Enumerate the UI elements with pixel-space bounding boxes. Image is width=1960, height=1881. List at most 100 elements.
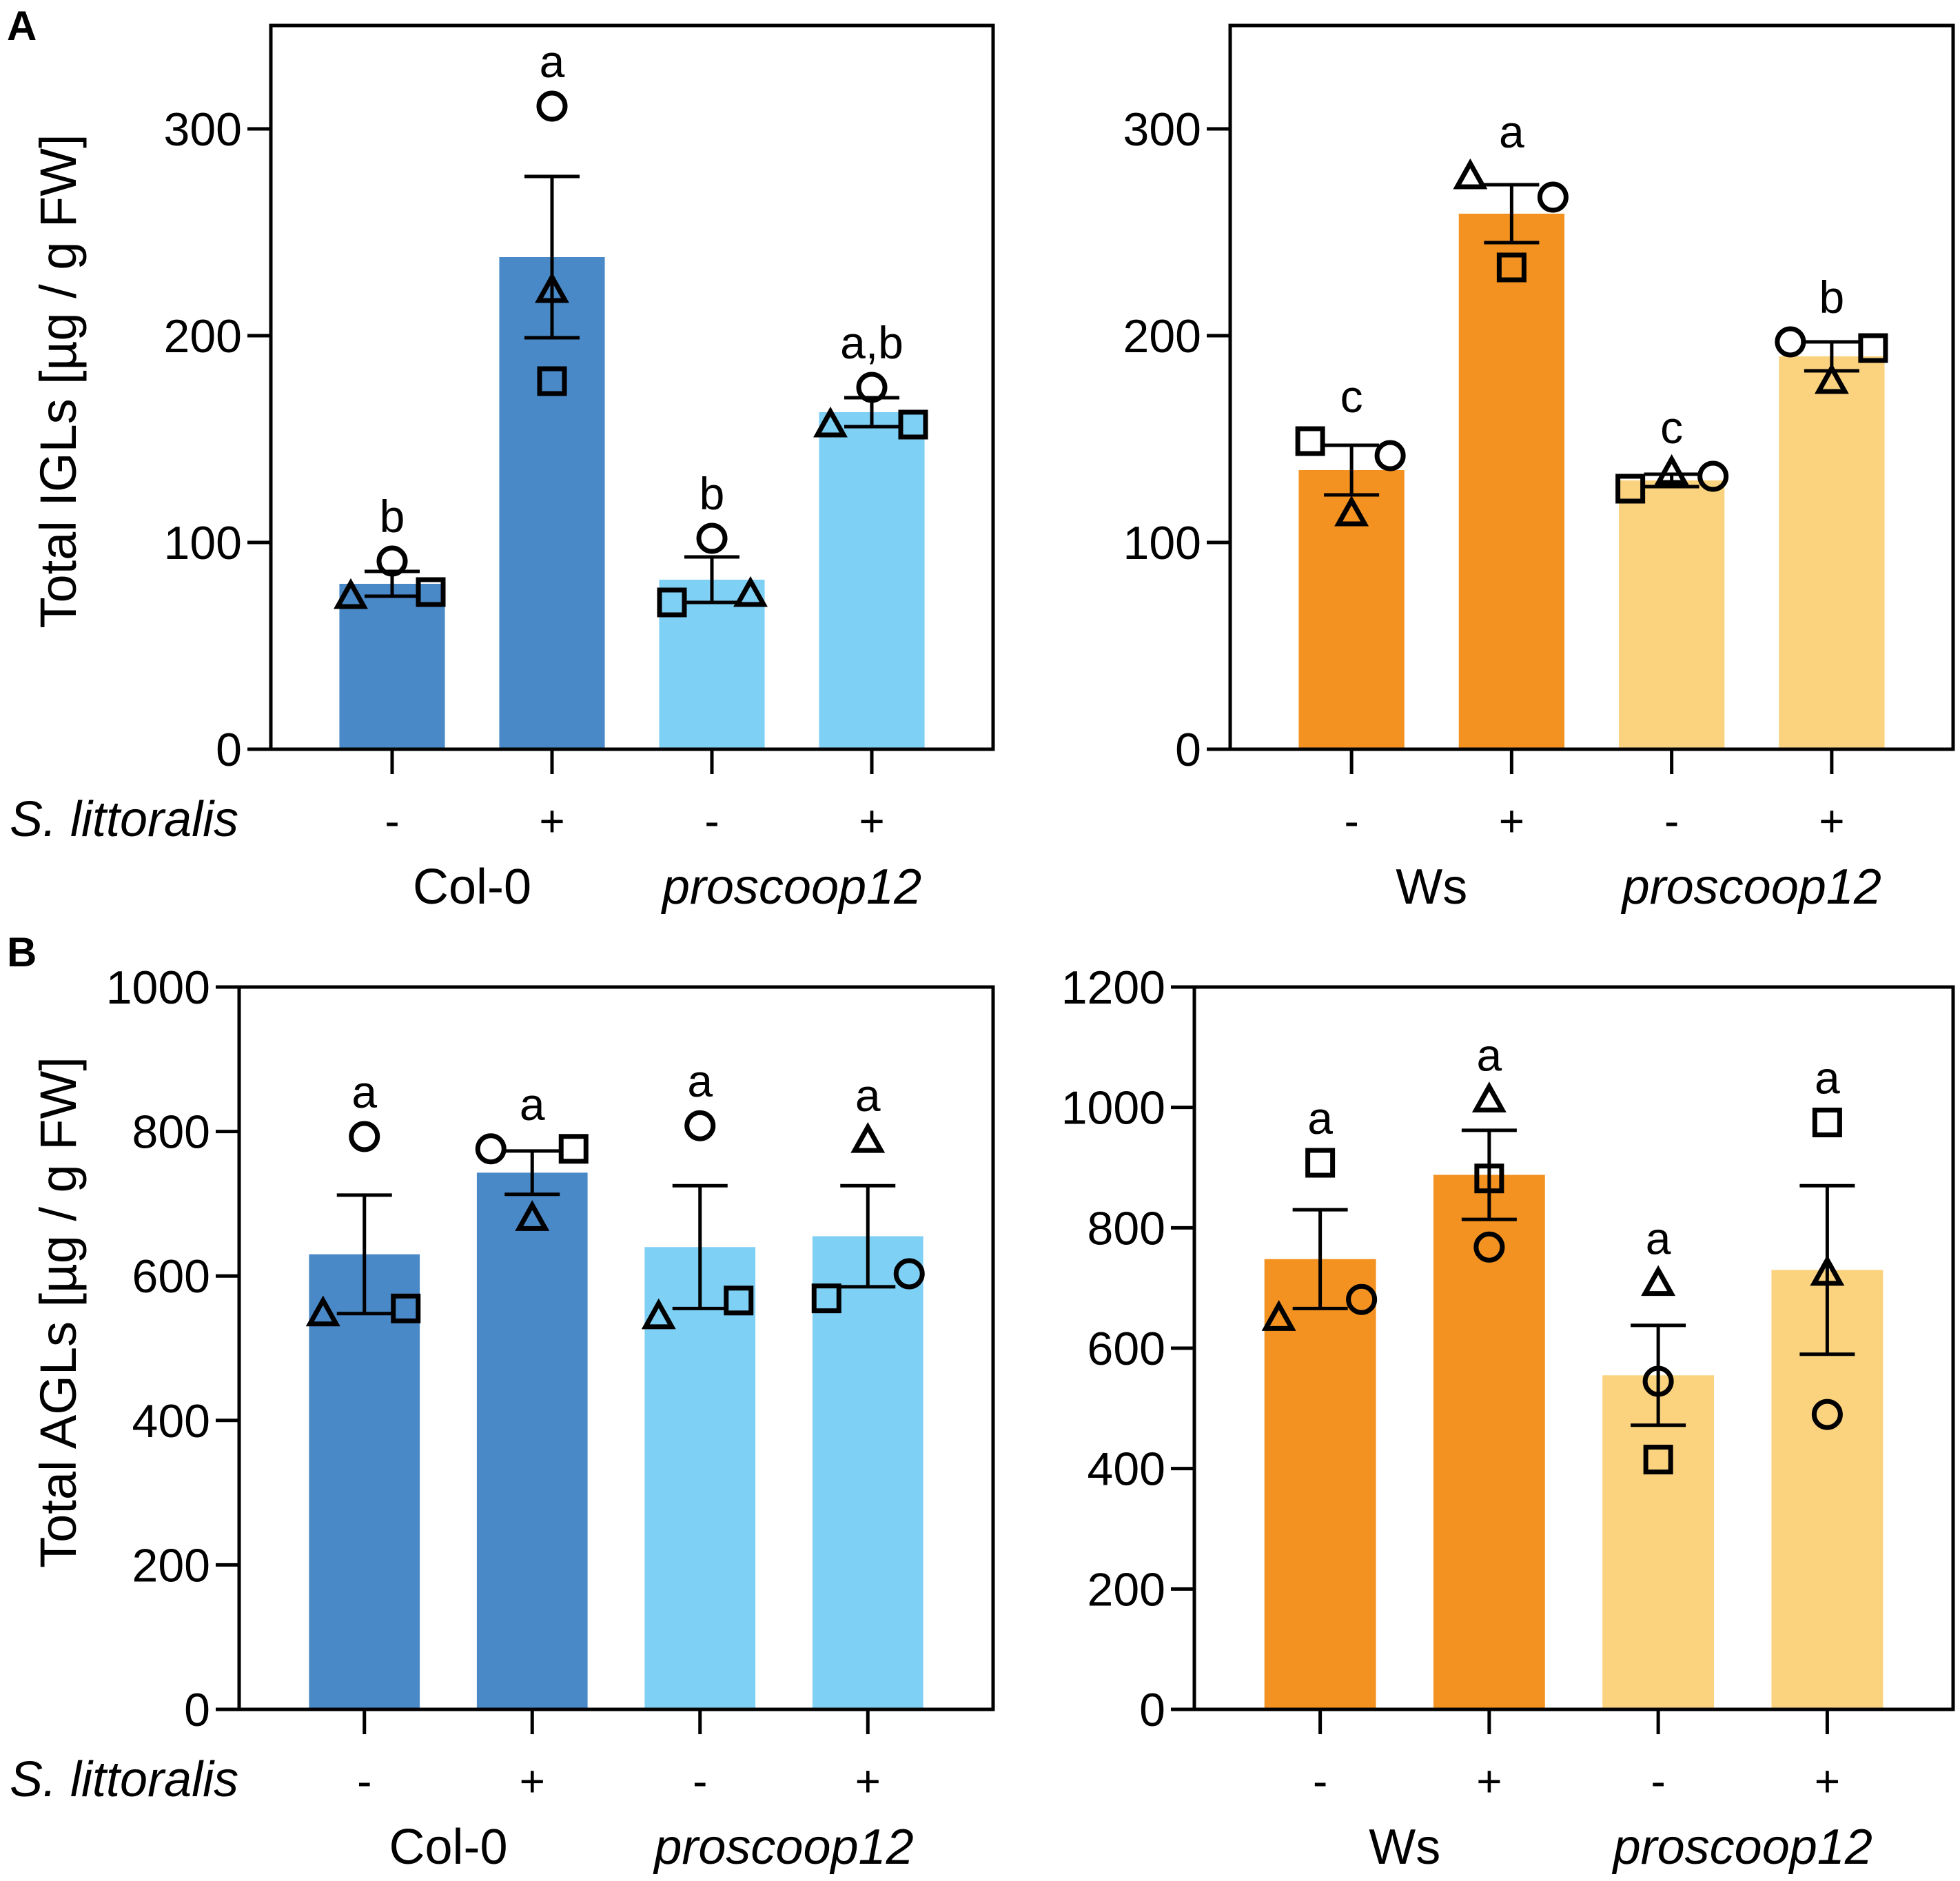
- bar: [1264, 1259, 1376, 1709]
- bar: [644, 1247, 756, 1709]
- data-point-circle: [1346, 1283, 1378, 1315]
- genotype-label-wildtype: Col-0: [413, 860, 531, 915]
- significance-letter: a: [520, 1079, 545, 1130]
- data-point-triangle: [1334, 495, 1369, 527]
- y-axis-label: Total IGLs [µg / g FW]: [30, 134, 87, 628]
- significance-letter: a: [351, 1066, 377, 1117]
- y-tick-label: 300: [164, 103, 242, 156]
- significance-letter: b: [380, 491, 405, 542]
- x-tick-label: +: [520, 1756, 545, 1806]
- data-point-square: [1305, 1148, 1336, 1178]
- data-point-triangle: [813, 406, 848, 438]
- genotype-label-mutant: proscoop12: [661, 860, 921, 915]
- bar: [659, 580, 765, 749]
- x-tick-label: -: [704, 796, 719, 846]
- data-point-triangle: [515, 1200, 550, 1231]
- x-tick-label: -: [357, 1756, 371, 1806]
- chart-B-right: 0 200 400 600 800 1000 1200 - + - + Ws proscoop12 a a a…: [1061, 962, 1955, 1875]
- data-point-square: [1295, 426, 1325, 456]
- bar: [1433, 1175, 1545, 1709]
- bar: [1602, 1375, 1715, 1709]
- panel-label-a: A: [7, 3, 37, 49]
- data-point-square: [416, 577, 446, 607]
- data-point-triangle: [850, 1122, 886, 1153]
- data-point-triangle: [1641, 1265, 1676, 1297]
- y-tick-label: 1000: [1061, 1082, 1165, 1135]
- plot-frame: [269, 23, 995, 751]
- bar: [1458, 214, 1565, 749]
- x-tick-label: -: [1313, 1756, 1327, 1806]
- treatment-label: S. littoralis: [10, 792, 238, 847]
- y-tick-label: 0: [1139, 1684, 1165, 1736]
- bar: [476, 1172, 588, 1709]
- bar: [819, 412, 925, 749]
- y-tick-label: 800: [1088, 1202, 1165, 1254]
- data-point-square: [1643, 1445, 1673, 1475]
- bar: [1618, 480, 1725, 749]
- bar: [812, 1236, 923, 1709]
- x-tick-label: +: [859, 796, 884, 846]
- bar: [339, 584, 445, 749]
- data-point-circle: [893, 1258, 925, 1290]
- x-tick-label: +: [1499, 796, 1524, 846]
- x-tick-label: -: [1664, 796, 1679, 846]
- x-tick-label: +: [1476, 1756, 1502, 1806]
- data-point-circle: [1775, 326, 1806, 358]
- x-tick-label: -: [1651, 1756, 1665, 1806]
- x-tick-label: +: [539, 796, 564, 846]
- data-point-circle: [376, 545, 408, 577]
- data-point-circle: [349, 1121, 380, 1152]
- significance-letter: b: [1819, 272, 1845, 323]
- y-tick-label: 0: [216, 724, 242, 776]
- data-point-circle: [1642, 1365, 1674, 1397]
- data-point-triangle: [641, 1298, 676, 1330]
- significance-letter: a: [687, 1055, 713, 1106]
- data-point-triangle: [1453, 158, 1488, 190]
- genotype-label-wildtype: Col-0: [389, 1820, 507, 1875]
- y-axis-label: Total AGLs [µg / g FW]: [30, 1057, 87, 1568]
- y-tick-label: 400: [1088, 1443, 1165, 1496]
- bar: [309, 1254, 420, 1709]
- x-tick-label: -: [385, 796, 399, 846]
- data-point-square: [558, 1134, 589, 1164]
- genotype-label-wildtype: Ws: [1396, 860, 1467, 915]
- plot-frame: [1228, 23, 1955, 751]
- y-tick-label: 100: [164, 517, 242, 569]
- panel-label-b: B: [7, 929, 37, 975]
- y-tick-label: 400: [132, 1395, 210, 1447]
- data-point-circle: [536, 90, 568, 122]
- y-tick-label: 200: [164, 310, 242, 363]
- plot-frame: [237, 985, 995, 1711]
- y-tick-label: 1000: [106, 962, 210, 1014]
- data-point-circle: [684, 1110, 716, 1141]
- data-point-square: [657, 587, 687, 618]
- y-tick-label: 1200: [1061, 962, 1165, 1014]
- genotype-label-mutant: proscoop12: [1612, 1820, 1872, 1875]
- x-tick-label: +: [1819, 796, 1844, 846]
- significance-letter: c: [1340, 371, 1363, 422]
- bar: [1779, 356, 1885, 749]
- x-tick-label: -: [1344, 796, 1358, 846]
- significance-letter: a: [1307, 1092, 1333, 1143]
- data-point-circle: [1811, 1399, 1843, 1430]
- data-point-square: [1496, 252, 1527, 283]
- data-point-circle: [1537, 181, 1569, 213]
- bar: [1298, 470, 1405, 749]
- significance-letter: a: [855, 1070, 881, 1121]
- data-point-square: [898, 409, 928, 440]
- y-tick-label: 200: [132, 1539, 210, 1592]
- y-tick-label: 0: [1175, 724, 1201, 776]
- significance-letter: c: [1660, 402, 1683, 453]
- data-point-circle: [1473, 1231, 1505, 1263]
- data-point-triangle: [1261, 1300, 1296, 1331]
- x-tick-label: +: [1815, 1756, 1840, 1806]
- y-tick-label: 100: [1123, 517, 1201, 569]
- x-tick-label: -: [693, 1756, 707, 1806]
- y-tick-label: 0: [184, 1684, 210, 1736]
- genotype-label-mutant: proscoop12: [653, 1820, 913, 1875]
- significance-letter: a: [1646, 1213, 1671, 1264]
- data-point-triangle: [334, 578, 368, 609]
- data-point-square: [1615, 474, 1646, 504]
